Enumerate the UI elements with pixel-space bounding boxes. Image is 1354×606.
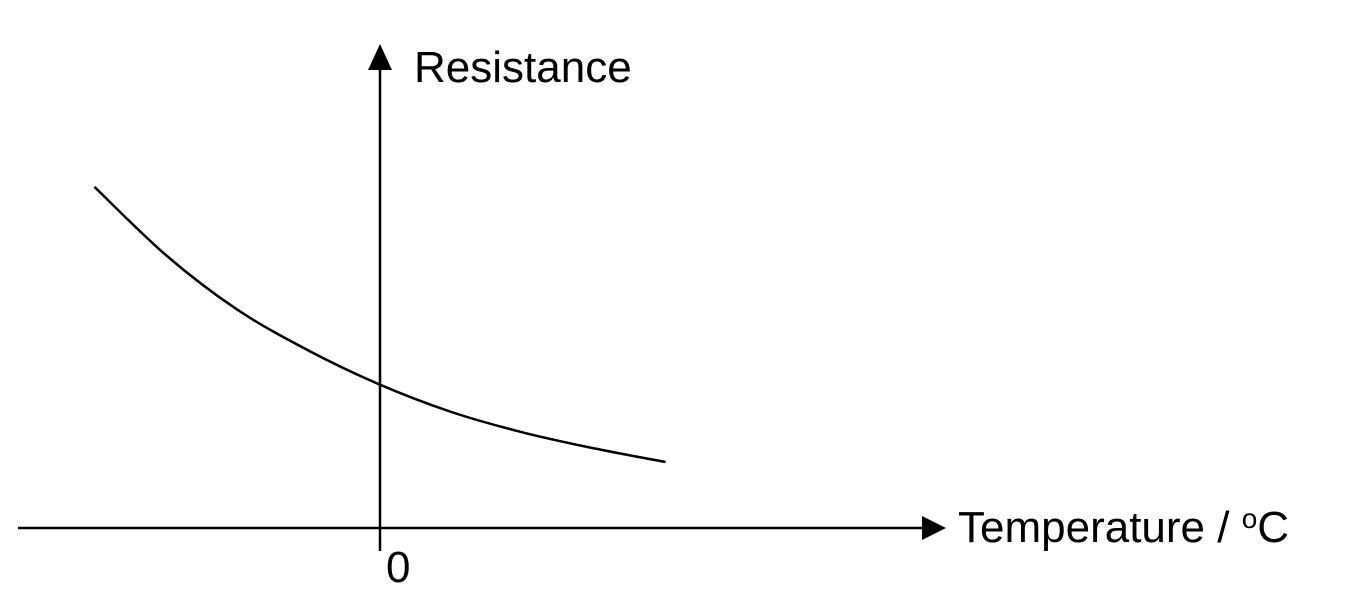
x-axis-label-unit: C xyxy=(1257,503,1289,552)
y-axis-arrow-icon xyxy=(368,44,392,70)
x-axis-label-superscript: o xyxy=(1242,503,1258,534)
x-axis-arrow-icon xyxy=(922,516,946,540)
series-line xyxy=(93,185,666,464)
x-tick-label-zero: 0 xyxy=(386,543,410,592)
x-axis-label: Temperature / oC xyxy=(958,503,1289,552)
y-axis-label: Resistance xyxy=(414,43,632,92)
x-axis-label-text: Temperature / xyxy=(958,503,1242,552)
